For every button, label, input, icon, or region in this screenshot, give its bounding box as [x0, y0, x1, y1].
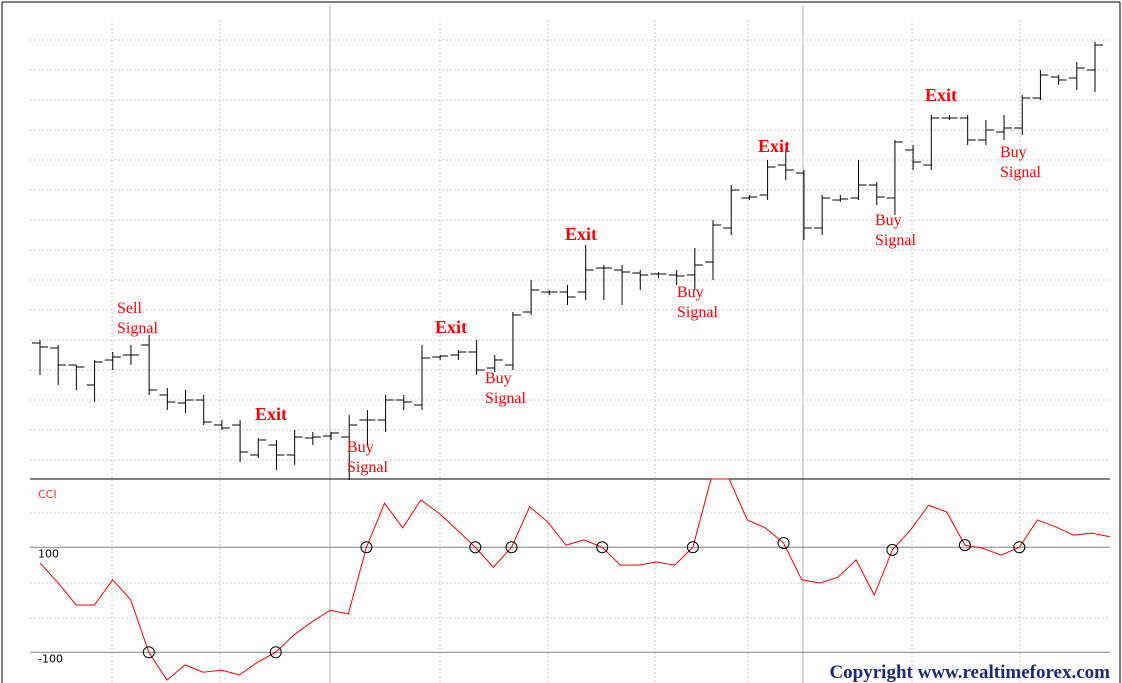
y-tick-label: 100 [38, 547, 59, 560]
annotation: Buy [1000, 144, 1027, 161]
signal-marker [505, 541, 518, 554]
annotation: Signal [347, 459, 388, 476]
annotation: Exit [925, 85, 957, 105]
signal-marker [1013, 541, 1026, 554]
annotation: Buy [677, 284, 704, 301]
annotation: Signal [677, 304, 718, 321]
annotation: Signal [875, 232, 916, 249]
signal-marker [596, 541, 609, 554]
annotation: Exit [435, 317, 467, 337]
cci-title: CCI [38, 488, 57, 501]
annotation: Signal [117, 320, 158, 337]
signal-marker [469, 541, 482, 554]
grid [30, 5, 1110, 683]
annotation: Exit [565, 224, 597, 244]
annotation: Buy [485, 370, 512, 387]
signal-marker [269, 646, 282, 659]
cci-line [39, 478, 1111, 681]
annotation: Exit [758, 136, 790, 156]
annotation: Buy [875, 212, 902, 229]
signal-marker [777, 537, 790, 550]
signal-marker [142, 646, 155, 659]
annotation: Exit [255, 404, 287, 424]
annotation: Signal [1000, 164, 1041, 181]
signal-marker [360, 541, 373, 554]
copyright: Copyright www.realtimeforex.com [829, 662, 1110, 683]
signal-marker [886, 543, 899, 556]
signal-marker [686, 541, 699, 554]
annotation: Sell [117, 300, 142, 317]
annotation: Buy [347, 439, 374, 456]
annotation: Signal [485, 390, 526, 407]
signal-marker [958, 539, 971, 552]
y-tick-label: -100 [38, 652, 63, 665]
